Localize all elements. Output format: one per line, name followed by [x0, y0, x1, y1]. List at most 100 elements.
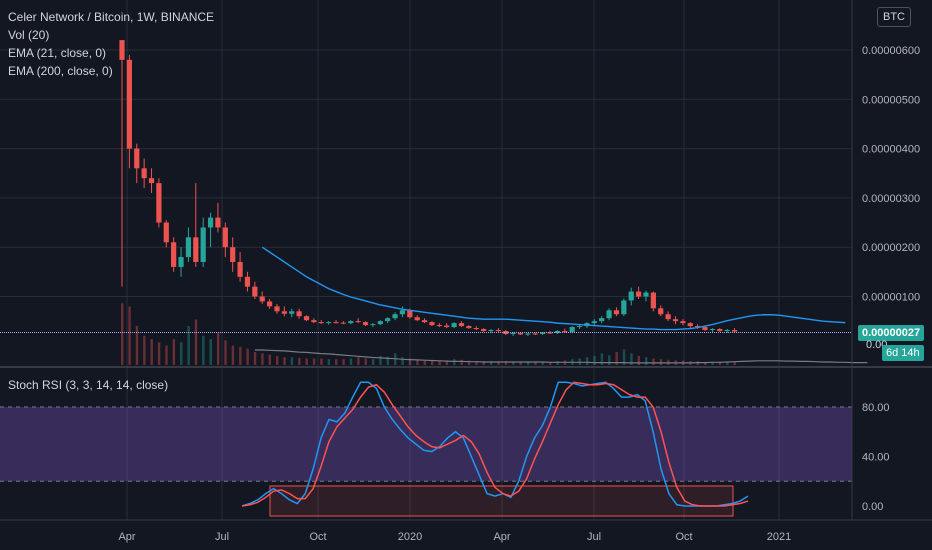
candle-body: [517, 332, 524, 335]
candle-body: [643, 292, 649, 297]
candle-body: [591, 321, 597, 324]
candle-body: [215, 217, 221, 228]
volume-bar: [305, 358, 308, 365]
ema21-line: [261, 246, 846, 331]
ema200-indicator-label[interactable]: EMA (200, close, 0): [8, 64, 113, 78]
volume-bar: [379, 355, 382, 365]
y-tick-label: 0.00000500: [862, 94, 920, 106]
candles: [119, 40, 738, 336]
volume-bar: [216, 332, 220, 365]
volume-bar: [659, 359, 663, 365]
candle-body: [702, 327, 708, 331]
volume-bar: [652, 358, 655, 365]
candle-body: [200, 227, 206, 262]
volume-bar: [194, 319, 198, 365]
volume-bar: [593, 355, 596, 365]
volume-bar: [608, 355, 611, 365]
candle-body: [658, 308, 664, 315]
candle-body: [488, 330, 494, 332]
x-tick-label: Jul: [587, 531, 601, 543]
volume-bar: [585, 357, 589, 365]
candle-body: [466, 326, 472, 329]
candle-body: [207, 217, 214, 228]
volume-bar: [600, 353, 604, 365]
volume-bar: [526, 361, 530, 365]
candle-body: [171, 242, 177, 267]
volume-bar: [246, 348, 249, 365]
volume-bar: [386, 356, 390, 365]
volume-bar: [718, 361, 722, 365]
volume-bar: [224, 340, 227, 365]
volume-bar: [342, 359, 345, 365]
candle-body: [436, 325, 442, 327]
volume-ma-line: [254, 349, 868, 364]
symbol-title[interactable]: Celer Network / Bitcoin, 1W, BINANCE: [8, 10, 215, 24]
candle-body: [613, 310, 620, 315]
stoch-rsi-pane: [0, 381, 852, 517]
last-price-badge: 0.00000027: [858, 325, 925, 341]
candle-body: [576, 326, 583, 328]
volume-bar: [726, 361, 729, 365]
candle-body: [244, 276, 251, 287]
candle-body: [621, 300, 627, 315]
candle-body: [119, 40, 125, 60]
candle-body: [606, 310, 612, 319]
volume-bar: [541, 361, 545, 365]
candle-body: [296, 311, 302, 317]
volume-bar: [253, 352, 257, 365]
countdown-badge: 6d 14h: [882, 345, 924, 361]
candle-body: [348, 321, 354, 324]
candle-body: [362, 322, 369, 326]
volume-bar: [371, 359, 375, 365]
stoch-rsi-title[interactable]: Stoch RSI (3, 3, 14, 14, close): [8, 378, 169, 392]
volume-bar: [143, 335, 146, 365]
volume-bar: [261, 353, 264, 365]
volume-bar: [157, 342, 161, 365]
stoch-k-line: [241, 381, 749, 507]
volume-bar: [209, 339, 212, 365]
candle-body: [525, 333, 531, 335]
candle-body: [458, 323, 465, 327]
candle-body: [237, 261, 243, 277]
candle-body: [407, 310, 413, 318]
candle-body: [636, 291, 642, 297]
candle-body: [599, 318, 605, 322]
volume-bar: [327, 359, 331, 365]
candle-body: [451, 323, 457, 328]
candle-body: [318, 322, 324, 324]
candle-body: [399, 310, 406, 315]
currency-button[interactable]: BTC: [877, 7, 911, 27]
volume-bar: [150, 339, 153, 365]
stoch-y-tick-label: 40.00: [862, 452, 890, 464]
candle-body: [695, 326, 701, 328]
candle-body: [503, 331, 509, 334]
volume-bar: [497, 361, 500, 365]
candle-body: [333, 322, 339, 324]
x-tick-label: Apr: [493, 531, 510, 543]
volume-bar: [135, 326, 139, 365]
y-tick-label: 0.00000600: [862, 45, 920, 57]
ema21-indicator-label[interactable]: EMA (21, close, 0): [8, 46, 107, 60]
volume-bar: [475, 361, 478, 365]
volume-bar: [430, 360, 434, 365]
candle-body: [230, 247, 236, 262]
volume-bar: [349, 358, 353, 365]
candle-body: [709, 329, 715, 331]
candle-body: [532, 333, 538, 335]
volume-bar: [335, 359, 338, 365]
gridlines: [0, 0, 852, 520]
candle-body: [392, 314, 398, 319]
volume-bar: [121, 303, 124, 365]
y-tick-label: 0.00000200: [862, 242, 920, 254]
volume-bar: [519, 361, 522, 365]
x-tick-label: 2021: [767, 531, 791, 543]
volume-bar: [630, 353, 633, 365]
volume-indicator-label[interactable]: Vol (20): [8, 28, 50, 42]
x-tick-label: Jul: [215, 531, 229, 543]
indicator-lines: [0, 246, 868, 364]
stoch-y-tick-label: 0.00: [862, 501, 883, 513]
volume-bar: [637, 355, 640, 365]
